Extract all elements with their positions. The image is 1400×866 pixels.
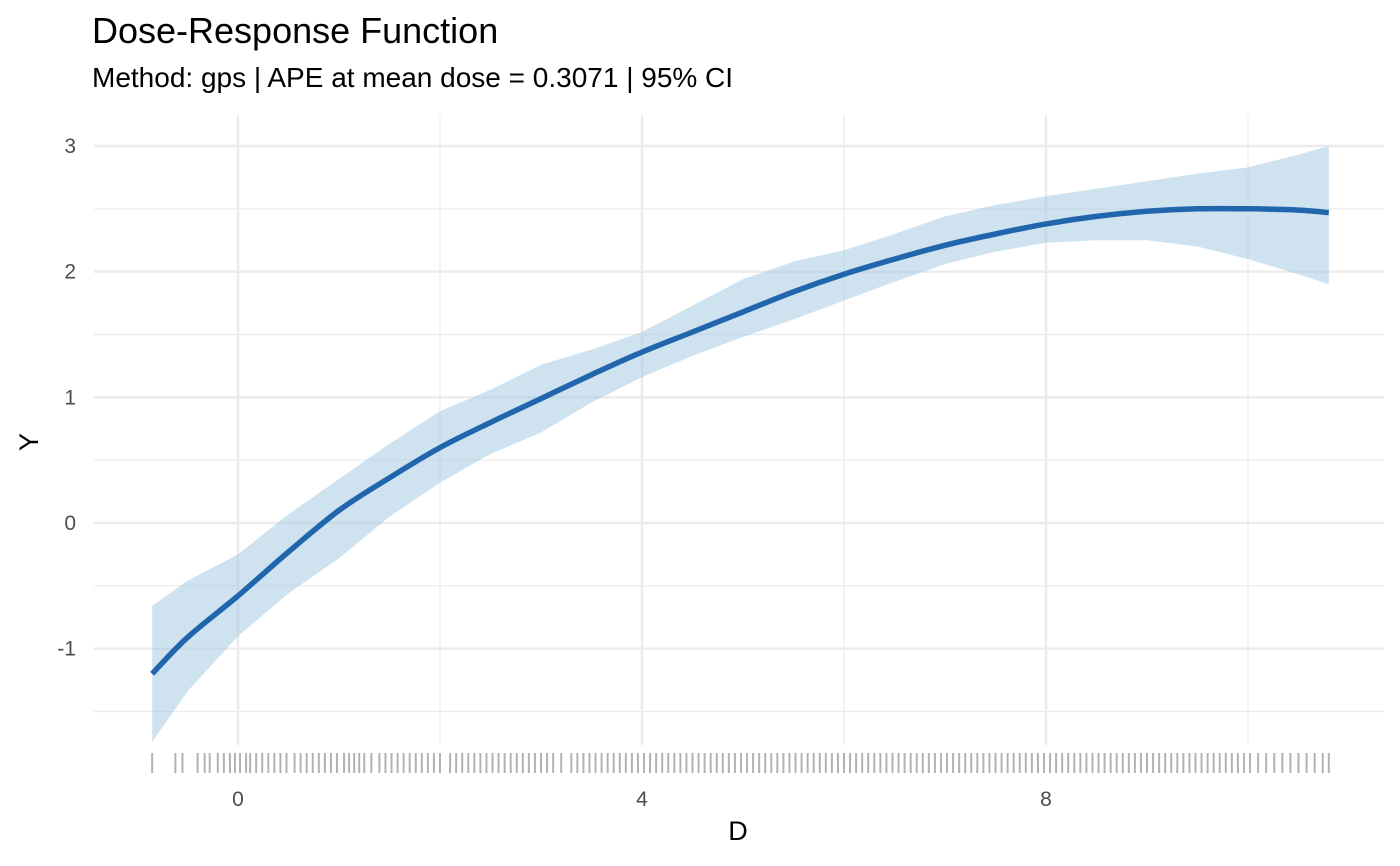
chart-subtitle: Method: gps | APE at mean dose = 0.3071 …: [92, 62, 734, 93]
x-tick-label: 0: [232, 788, 244, 811]
y-tick-label: 0: [64, 512, 76, 535]
y-axis-tick-labels: -1 0 1 2 3: [57, 135, 76, 661]
x-axis-title: D: [728, 816, 748, 846]
rug-layer: [151, 753, 1330, 773]
y-tick-label: -1: [57, 638, 76, 661]
x-axis-tick-labels: 0 4 8: [232, 788, 1052, 811]
confidence-band: [152, 146, 1329, 742]
estimate-line-layer: [150, 205, 1330, 676]
chart-title: Dose-Response Function: [92, 10, 499, 51]
y-tick-label: 1: [64, 386, 76, 409]
x-tick-label: 4: [636, 788, 648, 811]
confidence-band-layer: [152, 146, 1329, 742]
y-tick-label: 2: [64, 261, 76, 284]
y-axis-title: Y: [14, 433, 44, 451]
y-tick-label: 3: [64, 135, 76, 158]
estimate-line: [150, 205, 1330, 676]
x-tick-label: 8: [1040, 788, 1052, 811]
